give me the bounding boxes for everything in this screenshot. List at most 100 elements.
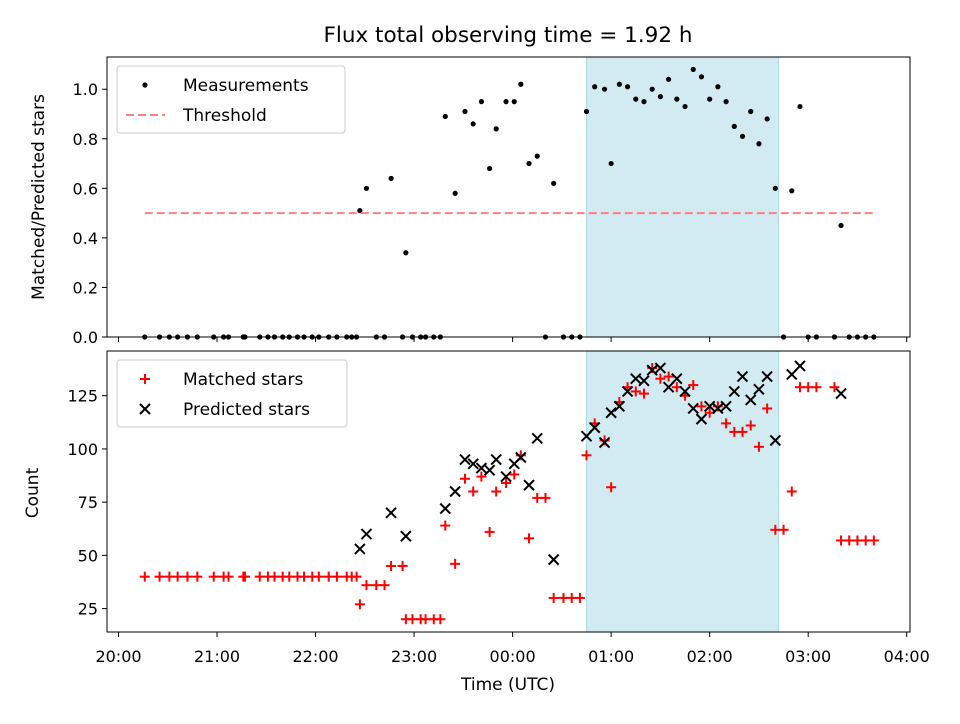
matched-star-marker bbox=[745, 420, 756, 431]
shaded-observing-region bbox=[586, 56, 780, 338]
x-b bbox=[605, 407, 617, 419]
measurement-point bbox=[748, 108, 754, 115]
ratio-panel: 0.0 0.2 0.4 0.6 0.8 1.0 Measurements Threshold bbox=[73, 56, 911, 347]
matched-star-marker bbox=[491, 486, 502, 497]
matched-star-marker bbox=[172, 571, 183, 582]
measurement-point bbox=[601, 86, 608, 92]
measurement-point bbox=[624, 84, 631, 90]
predicted-star-marker bbox=[769, 434, 782, 447]
measurement-point bbox=[657, 94, 663, 100]
count-panel: 25 50 75 100 125 20:00 21:00 22:00 23:00 00:00 01:… bbox=[67, 350, 930, 666]
matched-star-marker bbox=[501, 477, 512, 488]
x-b bbox=[769, 434, 782, 447]
x-b bbox=[654, 362, 667, 374]
measurement-point bbox=[442, 113, 448, 120]
matched-star-marker bbox=[182, 571, 193, 582]
legend-label: Predicted stars bbox=[183, 400, 310, 420]
legend: Matched stars Predicted stars bbox=[116, 359, 348, 428]
x-tick-label: 01:00 bbox=[588, 647, 634, 666]
legend-label: Measurements bbox=[183, 76, 309, 96]
measurement-point bbox=[526, 160, 532, 167]
y-tick-label: 1.0 bbox=[73, 80, 98, 99]
measurement-point bbox=[633, 96, 639, 102]
predicted-star-marker bbox=[720, 400, 732, 413]
predicted-star-marker bbox=[523, 479, 535, 491]
predicted-star-marker bbox=[459, 453, 471, 466]
predicted-star-marker bbox=[646, 364, 658, 376]
matched-star-marker bbox=[468, 486, 479, 497]
legend-box bbox=[116, 359, 348, 428]
predicted-star-marker bbox=[605, 407, 617, 419]
matched-star-marker bbox=[379, 580, 390, 591]
x-b bbox=[720, 400, 732, 413]
y-tick-label: 75 bbox=[78, 493, 98, 512]
y-tick-label: 0.6 bbox=[73, 179, 98, 198]
legend-swatch-predicted bbox=[139, 403, 151, 415]
measurement-point bbox=[470, 121, 476, 127]
predicted-star-marker bbox=[483, 464, 496, 476]
legend-swatch-matched bbox=[140, 374, 150, 384]
predicted-star-marker bbox=[500, 470, 512, 483]
predicted-star-marker bbox=[835, 387, 847, 400]
matched-star-marker bbox=[354, 599, 365, 610]
x-b bbox=[580, 430, 593, 442]
y-tick-label: 0.4 bbox=[73, 229, 98, 248]
matched-star-marker bbox=[721, 418, 732, 429]
measurement-point bbox=[583, 108, 590, 115]
x-b bbox=[467, 458, 479, 470]
predicted-star-marker bbox=[703, 400, 716, 413]
x-b bbox=[500, 470, 512, 483]
measurement-point bbox=[682, 103, 688, 110]
legend-box bbox=[116, 65, 346, 134]
measurement-point bbox=[616, 81, 622, 87]
matched-star-marker bbox=[331, 571, 342, 582]
matched-star-marker bbox=[386, 561, 397, 572]
y-tick-label: 25 bbox=[78, 600, 98, 619]
measurement-point bbox=[592, 84, 598, 90]
measurement-point bbox=[503, 99, 509, 105]
predicted-star-marker bbox=[761, 370, 773, 383]
matched-star-marker bbox=[696, 401, 707, 412]
matched-star-marker bbox=[868, 535, 879, 546]
predicted-star-marker bbox=[467, 458, 479, 470]
measurement-point bbox=[739, 133, 746, 139]
matched-star-marker bbox=[574, 592, 585, 603]
measurement-point bbox=[723, 99, 729, 105]
measurement-point bbox=[493, 126, 499, 132]
x-b bbox=[638, 375, 650, 387]
x-tick-label: 04:00 bbox=[884, 647, 930, 666]
matched-star-marker bbox=[778, 524, 789, 535]
predicted-star-marker bbox=[490, 453, 502, 466]
x-b bbox=[439, 502, 451, 515]
x-b bbox=[736, 370, 749, 383]
matched-star-marker bbox=[351, 571, 362, 582]
measurement-point bbox=[690, 66, 696, 72]
x-tick-label: 20:00 bbox=[95, 647, 141, 666]
matched-star-marker bbox=[524, 533, 535, 544]
matched-star-marker bbox=[313, 571, 324, 582]
matched-star-marker bbox=[630, 386, 641, 397]
chart-title: Flux total observing time = 1.92 h bbox=[324, 23, 693, 48]
x-b bbox=[794, 360, 806, 372]
measurement-point bbox=[838, 222, 844, 229]
predicted-star-marker bbox=[753, 383, 765, 396]
predicted-star-marker bbox=[515, 451, 527, 464]
predicted-star-marker bbox=[695, 413, 708, 425]
x-b bbox=[662, 381, 675, 393]
predicted-star-marker bbox=[613, 400, 626, 413]
matched-star-marker bbox=[208, 571, 219, 582]
measurement-point bbox=[478, 99, 485, 105]
measurement-point bbox=[403, 250, 409, 256]
measurement-point bbox=[698, 74, 705, 80]
x-b bbox=[786, 368, 798, 381]
matched-star-marker bbox=[484, 526, 495, 537]
matched-star-marker bbox=[192, 571, 203, 582]
series-matched-stars bbox=[139, 363, 879, 625]
matched-star-marker bbox=[688, 380, 699, 391]
legend-label: Threshold bbox=[182, 106, 267, 126]
matched-star-marker bbox=[540, 492, 551, 503]
matched-star-marker bbox=[459, 473, 470, 484]
x-b bbox=[360, 528, 373, 540]
x-b bbox=[139, 403, 151, 415]
plot-frame bbox=[106, 56, 911, 338]
